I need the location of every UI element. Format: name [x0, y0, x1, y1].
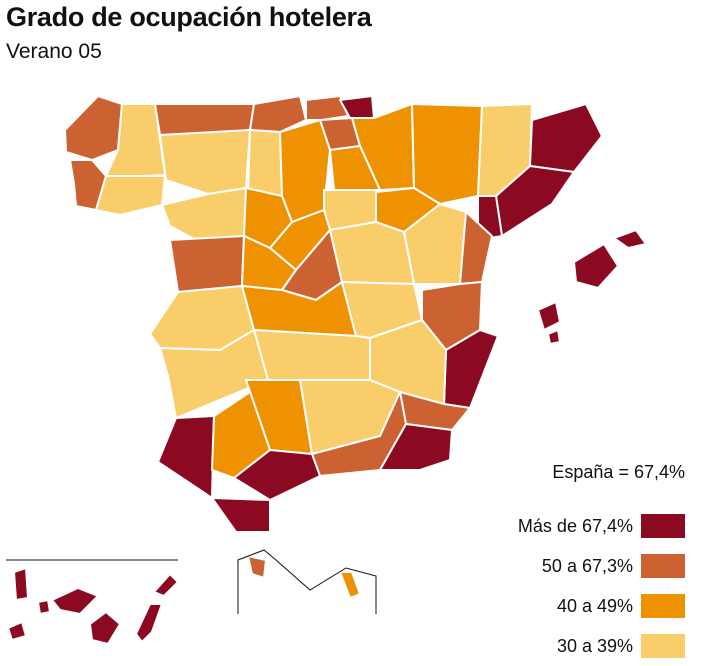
province-cantabria — [249, 95, 307, 133]
city-ceuta — [247, 555, 267, 579]
province-palencia — [247, 129, 283, 197]
legend-label: 50 a 67,3% — [541, 555, 633, 576]
province-girona — [529, 103, 603, 173]
province-a-coruna — [64, 95, 123, 161]
city-melilla — [339, 571, 361, 599]
province-leon — [159, 129, 251, 195]
legend-swatch — [641, 634, 685, 658]
spain-total: España = 67,4% — [552, 462, 685, 482]
island-tenerife — [51, 587, 99, 615]
province-guadalajara — [329, 221, 415, 285]
province-malaga — [233, 449, 321, 501]
province-burgos — [279, 119, 331, 223]
island-lanzarote — [153, 573, 179, 597]
legend-label: 30 a 39% — [556, 635, 633, 656]
province-almeria — [379, 423, 453, 471]
province-huesca — [411, 103, 483, 205]
province-cadiz — [211, 497, 271, 533]
map-subtitle: Verano 05 — [6, 40, 102, 63]
legend-label: Más de 67,4% — [517, 515, 633, 536]
province-zamora — [161, 187, 247, 243]
province-vizcaya — [305, 95, 349, 121]
legend-item: 30 a 39% — [518, 626, 685, 666]
legend-swatch — [641, 594, 685, 618]
province-ciudad-real — [253, 329, 371, 381]
legend: Más de 67,4% 50 a 67,3% 40 a 49% 30 a 39… — [518, 506, 685, 666]
legend-item: 40 a 49% — [518, 586, 685, 626]
island-gomera — [37, 599, 51, 615]
province-salamanca — [169, 235, 245, 293]
island-hierro — [7, 621, 27, 641]
island-la-palma — [13, 567, 29, 601]
ceuta-melilla-frame-line — [237, 549, 377, 614]
legend-swatch — [641, 514, 685, 538]
island-gran-canaria — [89, 611, 121, 645]
province-huelva — [157, 415, 215, 499]
spain-province-map — [6, 95, 647, 645]
legend-label: 40 a 49% — [556, 595, 633, 616]
legend-swatch — [641, 554, 685, 578]
island-fuerteventura — [135, 603, 163, 643]
map-title: Grado de ocupación hotelera — [6, 2, 372, 32]
island-ibiza — [537, 301, 561, 331]
legend-item: Más de 67,4% — [518, 506, 685, 546]
province-ourense — [95, 175, 166, 216]
island-formentera — [547, 329, 561, 345]
island-menorca — [613, 229, 647, 249]
legend-item: 50 a 67,3% — [518, 546, 685, 586]
island-mallorca — [573, 243, 619, 289]
